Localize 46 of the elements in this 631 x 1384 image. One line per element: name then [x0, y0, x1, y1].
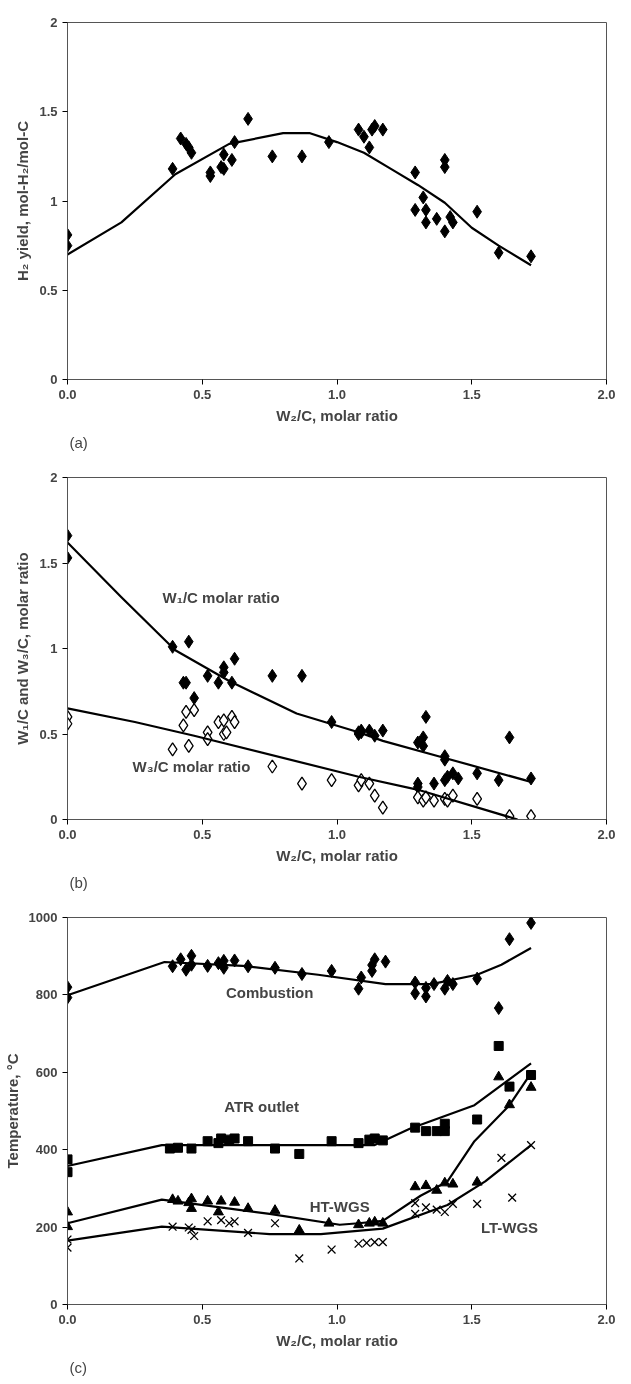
- x-tick-label: 1.5: [462, 826, 481, 842]
- x-tick-label: 0.5: [193, 386, 212, 402]
- y-tick-label: 2: [50, 470, 58, 485]
- series-label: Combustion: [225, 984, 314, 1002]
- x-tick-label: 1.5: [462, 1311, 481, 1327]
- x-axis-title: W₂/C, molar ratio: [276, 1331, 398, 1349]
- y-tick-label: 400: [35, 1142, 58, 1158]
- y-axis-title: H₂ yield, mol-H₂/mol-C: [14, 120, 32, 281]
- x-axis-title: W₂/C, molar ratio: [276, 406, 398, 424]
- y-tick-label: 0: [50, 812, 58, 827]
- y-tick-label: 0: [50, 1297, 58, 1312]
- x-tick-label: 2.0: [597, 1311, 616, 1327]
- y-tick-label: 0.5: [39, 726, 58, 742]
- x-tick-label: 1.0: [327, 826, 347, 842]
- y-axis-title: W₁/C and W₃/C, molar ratio: [14, 552, 32, 745]
- x-tick-label: 1.0: [327, 1311, 347, 1327]
- series-label: LT-WGS: [480, 1219, 539, 1237]
- y-tick-label: 1: [50, 193, 58, 209]
- text: (b): [69, 873, 88, 891]
- y-tick-label: 1.5: [39, 555, 58, 571]
- series-label: ATR outlet: [224, 1098, 299, 1116]
- series-label: HT-WGS: [309, 1198, 370, 1216]
- x-tick-label: 0.0: [58, 826, 77, 842]
- text: (a): [69, 433, 88, 451]
- y-tick-label: 800: [35, 987, 58, 1003]
- y-tick-label: 0.5: [39, 282, 58, 298]
- x-tick-label: 0.0: [58, 386, 77, 402]
- y-tick-label: 200: [35, 1219, 58, 1235]
- x-tick-label: 1.0: [327, 386, 347, 402]
- x-tick-label: 0.0: [58, 1311, 77, 1327]
- series-label: W₁/C molar ratio: [162, 588, 280, 606]
- y-tick-label: 1: [50, 641, 58, 656]
- y-axis-title: Temperature, °C: [3, 1053, 21, 1169]
- x-tick-label: 0.5: [193, 826, 212, 842]
- x-tick-label: 2.0: [597, 386, 616, 402]
- x-tick-label: 2.0: [597, 826, 616, 842]
- x-tick-label: 1.5: [462, 386, 481, 402]
- x-tick-label: 0.5: [193, 1311, 212, 1327]
- y-tick-label: 2: [50, 15, 58, 30]
- y-tick-label: 600: [35, 1064, 58, 1080]
- x-axis-title: W₂/C, molar ratio: [276, 846, 398, 864]
- y-tick-label: 1.5: [39, 104, 58, 120]
- y-tick-label: 1000: [28, 910, 58, 925]
- series-label: W₃/C molar ratio: [132, 757, 251, 775]
- text: (c): [69, 1358, 87, 1376]
- y-tick-label: 0: [50, 372, 58, 387]
